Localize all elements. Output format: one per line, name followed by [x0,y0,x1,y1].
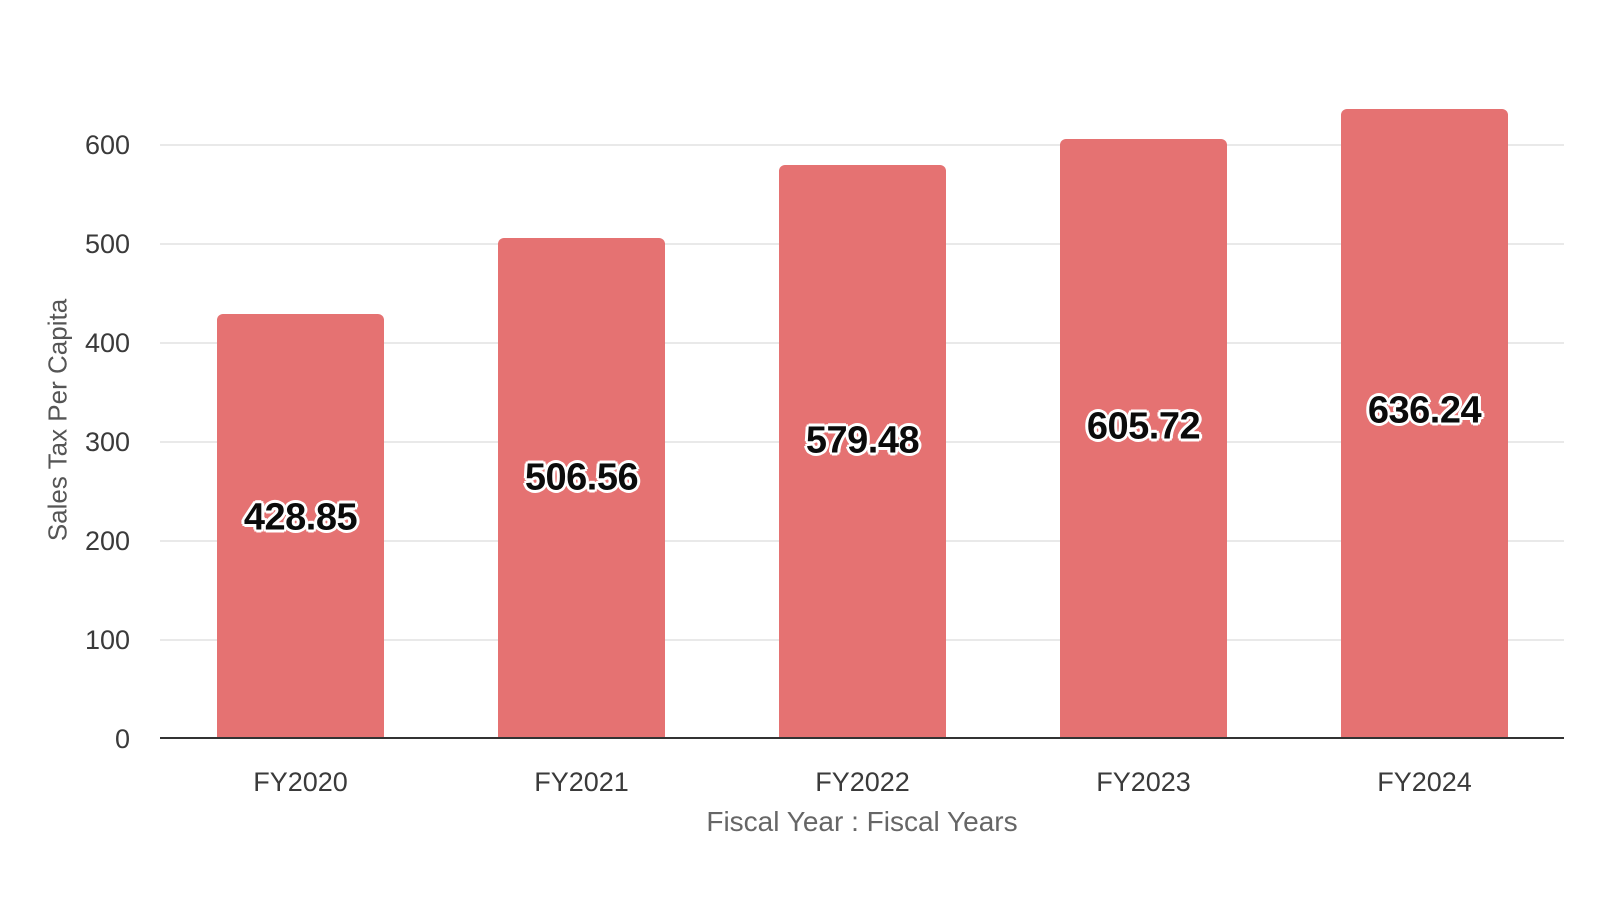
y-tick-label-100: 100 [84,624,130,655]
x-axis-title: Fiscal Year : Fiscal Years [706,806,1018,837]
x-tick-label-FY2024: FY2024 [1377,767,1472,797]
y-tick-label-300: 300 [84,426,130,457]
y-tick-label-400: 400 [84,327,130,358]
bar-FY2024: 636.24 [1341,109,1508,739]
bar-FY2020: 428.85 [217,314,384,739]
bar-value-label-FY2023: 605.72 [1086,405,1201,448]
bar-FY2022: 579.48 [779,165,946,739]
x-tick-label-FY2020: FY2020 [253,767,348,797]
gridline-600 [160,144,1564,146]
x-axis-line [160,736,1564,739]
bar-FY2021: 506.56 [498,237,665,739]
y-tick-label-200: 200 [84,525,130,556]
y-tick-label-0: 0 [114,723,130,754]
bar-FY2023: 605.72 [1060,139,1227,739]
bar-value-label-FY2022: 579.48 [805,419,920,462]
x-tick-label-FY2023: FY2023 [1096,767,1191,797]
x-tick-label-FY2021: FY2021 [534,767,629,797]
y-tick-label-600: 600 [84,129,130,160]
bar-value-label-FY2020: 428.85 [243,496,358,539]
x-tick-label-FY2022: FY2022 [815,767,910,797]
bar-value-label-FY2024: 636.24 [1367,389,1482,432]
y-tick-label-500: 500 [84,228,130,259]
bar-value-label-FY2021: 506.56 [524,456,639,499]
